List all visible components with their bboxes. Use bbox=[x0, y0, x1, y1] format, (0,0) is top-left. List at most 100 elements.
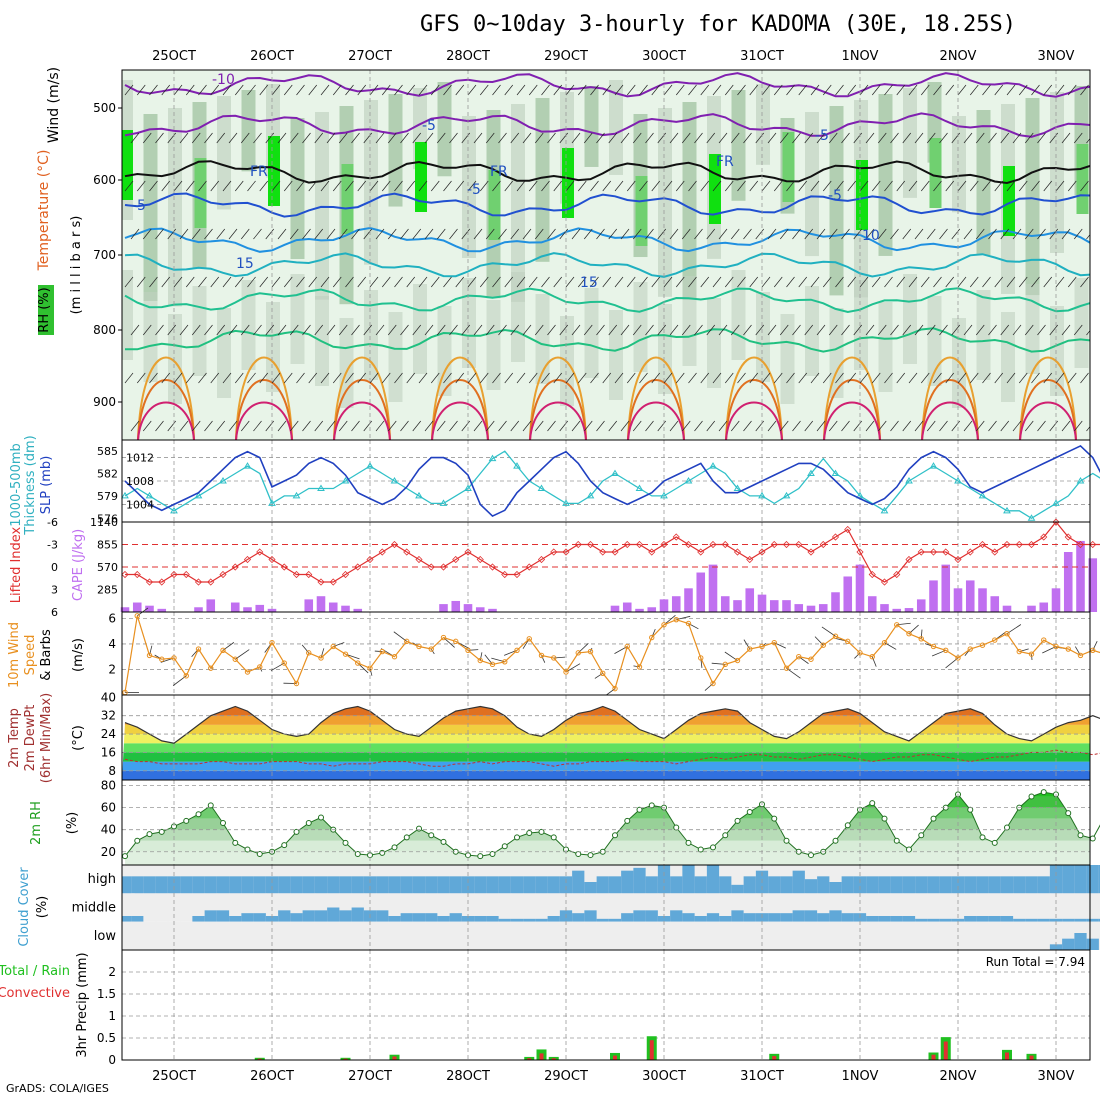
cloud-cell-bg bbox=[523, 922, 536, 950]
cloud-cell-bg bbox=[670, 922, 683, 950]
cloud-cell-bg bbox=[254, 922, 267, 950]
cloud-cell bbox=[1087, 865, 1100, 893]
precip-tick-label: 1 bbox=[108, 1009, 116, 1023]
temperature-band bbox=[122, 734, 1090, 743]
date-tick-label-top: 27OCT bbox=[348, 49, 392, 64]
cape-bar bbox=[843, 576, 852, 612]
cloud-cell bbox=[584, 882, 597, 893]
rh-shade-cell bbox=[658, 108, 672, 297]
cloud-cell bbox=[266, 876, 279, 893]
cloud-cell-bg bbox=[315, 922, 328, 950]
rh-shade-cell bbox=[707, 298, 721, 388]
wind-barb bbox=[1093, 373, 1100, 383]
credit-text: GrADS: COLA/IGES bbox=[6, 1082, 109, 1095]
rh-shade-cell bbox=[462, 278, 476, 368]
cape-bar bbox=[341, 606, 350, 612]
cloud-cell bbox=[829, 910, 842, 921]
cloud-cell-bg bbox=[1013, 922, 1026, 950]
rh-shade-cell bbox=[1026, 98, 1040, 295]
wind-tick-label: 6 bbox=[108, 611, 116, 625]
date-tick-label-bottom: 29OCT bbox=[544, 1069, 588, 1084]
slp-tick-label: 1008 bbox=[126, 475, 154, 488]
rh-point bbox=[711, 845, 716, 850]
rh-shade-cell bbox=[536, 98, 550, 262]
cloud-level-label: high bbox=[88, 872, 116, 887]
cloud-cell bbox=[1074, 933, 1087, 950]
cloud-cell bbox=[597, 876, 610, 893]
cloud-cell bbox=[548, 876, 561, 893]
rh-point bbox=[772, 816, 777, 821]
rh-shade-cell bbox=[268, 136, 280, 206]
rh-shade-cell bbox=[856, 160, 868, 230]
cloud-cell bbox=[205, 910, 218, 921]
rh-shade-cell bbox=[242, 90, 256, 171]
date-tick-label-bottom: 27OCT bbox=[348, 1069, 392, 1084]
cloud-cell bbox=[303, 910, 316, 921]
date-tick-label-bottom: 1NOV bbox=[842, 1069, 879, 1084]
cape-bar bbox=[647, 607, 656, 612]
cape-bar bbox=[464, 604, 473, 612]
cloud-cell-bg bbox=[486, 922, 499, 950]
cloud-cell bbox=[388, 916, 401, 922]
date-tick-label-top: 29OCT bbox=[544, 49, 588, 64]
date-tick-label-bottom: 30OCT bbox=[642, 1069, 686, 1084]
cloud-cell-bg bbox=[1038, 922, 1051, 950]
cloud-cell bbox=[523, 919, 536, 922]
lifted-index-tick-label: -3 bbox=[47, 539, 58, 552]
rh-point bbox=[686, 840, 691, 845]
cloud-cell-bg bbox=[499, 893, 512, 921]
cloud-cell bbox=[327, 908, 340, 922]
cloud-cell bbox=[131, 876, 144, 893]
rh-point bbox=[282, 843, 287, 848]
cape-bar bbox=[782, 600, 791, 612]
rh-tick-label: 80 bbox=[101, 779, 116, 793]
cloud-cell bbox=[1013, 919, 1026, 922]
cloud-cell bbox=[817, 913, 830, 922]
temperature-tick-label: 8 bbox=[108, 764, 116, 778]
cape-bar bbox=[1076, 541, 1085, 612]
cloud-cell-bg bbox=[903, 922, 916, 950]
cloud-cell bbox=[682, 865, 695, 893]
precip-convective-bar bbox=[540, 1053, 544, 1060]
cloud-cell-bg bbox=[1087, 893, 1100, 921]
cape-bar bbox=[684, 588, 693, 612]
cloud-cell bbox=[511, 876, 524, 893]
cloud-cell-bg bbox=[143, 893, 156, 921]
cloud-cell bbox=[780, 876, 793, 893]
cloud-cell bbox=[768, 913, 781, 922]
cloud-cell-bg bbox=[878, 922, 891, 950]
cloud-cell bbox=[793, 910, 806, 921]
contour-label: -5 bbox=[828, 188, 842, 204]
rh-shade-cell bbox=[634, 282, 648, 372]
lifted-index-axis-label: Lifted Index bbox=[9, 526, 24, 603]
rh-shade-cell bbox=[854, 280, 868, 370]
cloud-cell bbox=[450, 876, 463, 893]
cloud-cell bbox=[450, 913, 463, 922]
cloud-cell-bg bbox=[940, 893, 953, 921]
cape-bar bbox=[304, 599, 313, 612]
cloud-cell bbox=[940, 876, 953, 893]
rh-point bbox=[306, 821, 311, 826]
cape-bar bbox=[1064, 552, 1073, 612]
rh-point bbox=[907, 847, 912, 852]
cape-tick-label: 1140 bbox=[90, 516, 118, 529]
rh-point bbox=[919, 833, 924, 838]
rh2m-unit-label: (%) bbox=[65, 812, 80, 835]
cape-bar bbox=[929, 580, 938, 612]
cloud-cell bbox=[315, 910, 328, 921]
cloud-cell bbox=[609, 876, 622, 893]
precip-convective-bar bbox=[613, 1056, 617, 1060]
cloud-axis-label: Cloud Cover bbox=[17, 867, 32, 947]
cloud-cell bbox=[597, 919, 610, 922]
cloud-cell-bg bbox=[437, 922, 450, 950]
cape-bar bbox=[206, 599, 215, 612]
rh-shade-cell bbox=[242, 280, 256, 370]
precip-tick-label: 2 bbox=[108, 965, 116, 979]
cloud-cell bbox=[878, 916, 891, 922]
rh-point bbox=[1041, 790, 1046, 795]
cloud-cell-bg bbox=[1038, 893, 1051, 921]
rh-point bbox=[294, 829, 299, 834]
cape-bar bbox=[880, 604, 889, 612]
wind10m-panel-bg bbox=[122, 612, 1090, 695]
